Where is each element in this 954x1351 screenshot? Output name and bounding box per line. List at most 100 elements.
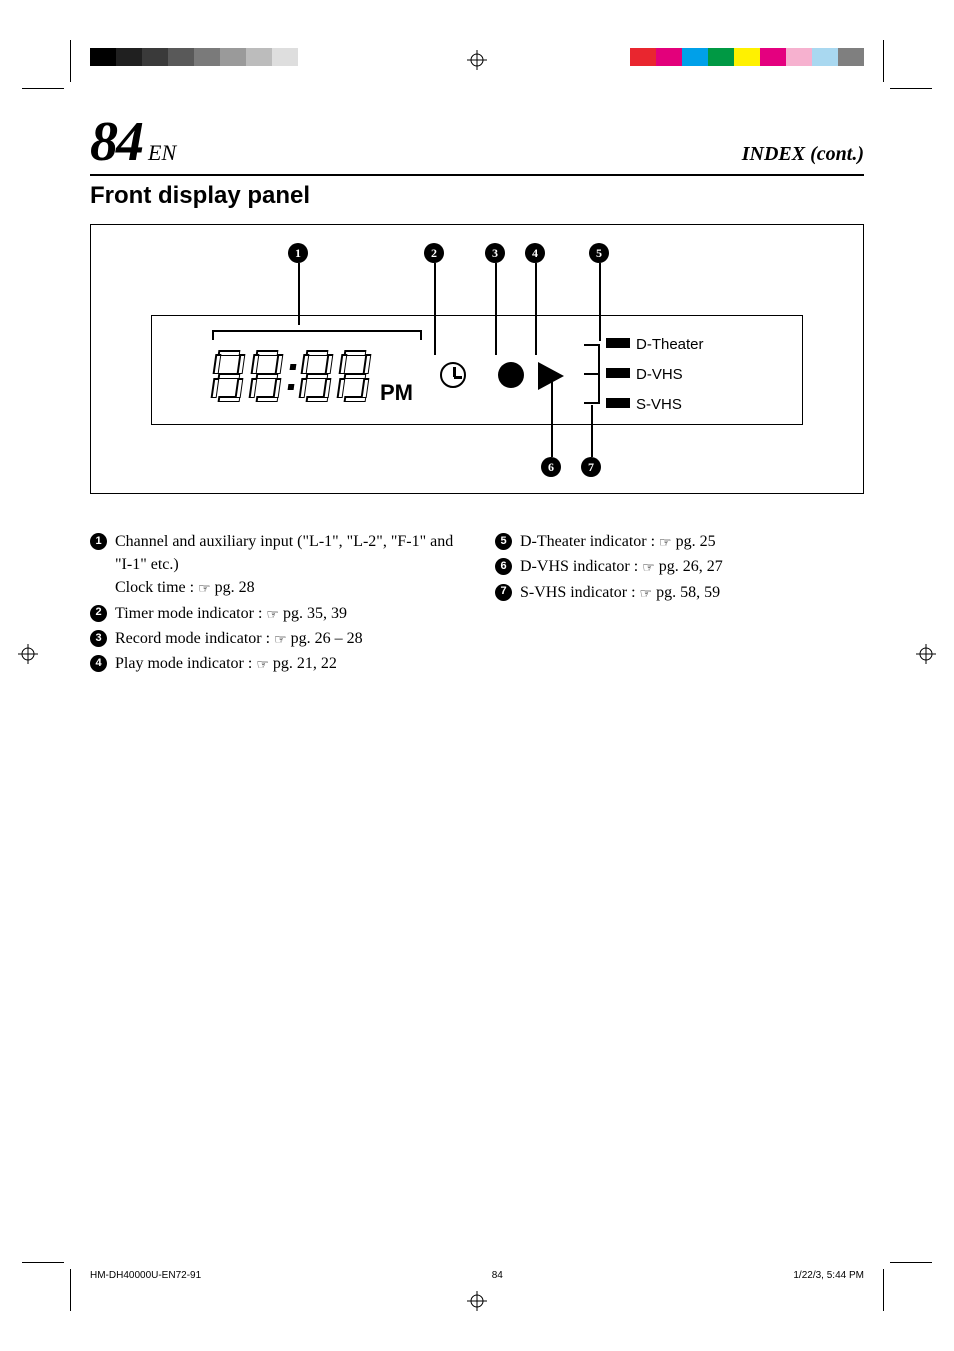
crop-mark	[890, 88, 932, 89]
legend-number: 4	[90, 655, 107, 672]
diagram-frame: PM D-Theater D-VHS S-VHS 1234567	[90, 224, 864, 494]
page-ref-icon: ☞	[256, 656, 265, 676]
page-ref-icon: ☞	[659, 534, 668, 554]
swatch	[760, 48, 786, 66]
timer-icon	[440, 362, 466, 388]
callout-6: 6	[541, 457, 561, 477]
digit-segment	[302, 350, 332, 402]
color-bar	[630, 48, 864, 66]
callout-5: 5	[589, 243, 609, 263]
legend-left-column: 1 Channel and auxiliary input ("L-1", "L-…	[90, 530, 459, 678]
crop-mark	[22, 88, 64, 89]
s-vhs-block	[606, 398, 630, 408]
leader-line	[298, 263, 300, 325]
registration-mark-icon	[18, 644, 38, 664]
swatch	[786, 48, 812, 66]
s-vhs-label: S-VHS	[636, 396, 682, 413]
crop-mark	[883, 40, 884, 82]
legend-item: 7 S-VHS indicator : ☞ pg. 58, 59	[495, 581, 864, 604]
registration-mark-icon	[467, 1291, 487, 1311]
page: 84 EN INDEX (cont.) Front display panel	[0, 0, 954, 1351]
page-ref-icon: ☞	[274, 631, 283, 651]
legend: 1 Channel and auxiliary input ("L-1", "L-…	[90, 530, 864, 678]
callout-2: 2	[424, 243, 444, 263]
swatch	[656, 48, 682, 66]
doc-id: HM-DH40000U-EN72-91	[90, 1270, 201, 1281]
legend-item: 2 Timer mode indicator : ☞ pg. 35, 39	[90, 602, 459, 625]
swatch	[142, 48, 168, 66]
leader-line	[495, 263, 497, 355]
leader-line	[551, 375, 553, 457]
registration-mark-icon	[467, 50, 487, 70]
legend-number: 5	[495, 533, 512, 550]
digit-segment	[214, 350, 244, 402]
footer-timestamp: 1/22/3, 5:44 PM	[793, 1270, 864, 1281]
legend-item: 5 D-Theater indicator : ☞ pg. 25	[495, 530, 864, 553]
swatch	[708, 48, 734, 66]
page-ref-icon: ☞	[640, 585, 649, 605]
crop-mark	[890, 1262, 932, 1263]
leader-line	[599, 263, 601, 341]
legend-number: 2	[90, 605, 107, 622]
page-language: EN	[148, 140, 176, 166]
record-icon	[498, 362, 524, 388]
legend-number: 3	[90, 630, 107, 647]
callout-3: 3	[485, 243, 505, 263]
leader-line	[535, 263, 537, 355]
swatch	[812, 48, 838, 66]
legend-text: Channel and auxiliary input ("L-1", "L-2…	[115, 530, 459, 600]
swatch	[116, 48, 142, 66]
swatch	[194, 48, 220, 66]
legend-item: 4 Play mode indicator : ☞ pg. 21, 22	[90, 652, 459, 675]
crop-mark	[22, 1262, 64, 1263]
swatch	[90, 48, 116, 66]
callout-4: 4	[525, 243, 545, 263]
crop-mark	[883, 1269, 884, 1311]
swatch	[630, 48, 656, 66]
content-area: 84 EN INDEX (cont.) Front display panel	[90, 110, 864, 678]
d-vhs-label: D-VHS	[636, 366, 683, 383]
legend-text: D-VHS indicator : ☞ pg. 26, 27	[520, 555, 723, 578]
swatch	[168, 48, 194, 66]
legend-text: D-Theater indicator : ☞ pg. 25	[520, 530, 716, 553]
legend-text: S-VHS indicator : ☞ pg. 58, 59	[520, 581, 720, 604]
swatch	[272, 48, 298, 66]
indicator-stub	[584, 373, 600, 375]
legend-subtext: Clock time : ☞ pg. 28	[115, 576, 459, 599]
page-ref-icon: ☞	[198, 580, 207, 600]
swatch	[246, 48, 272, 66]
colon-dot	[290, 364, 297, 370]
crop-mark	[70, 1269, 71, 1311]
d-theater-label: D-Theater	[636, 336, 704, 353]
legend-number: 1	[90, 533, 107, 550]
grayscale-bar	[90, 48, 298, 66]
d-theater-block	[606, 338, 630, 348]
callout-1: 1	[288, 243, 308, 263]
legend-text: Record mode indicator : ☞ pg. 26 – 28	[115, 627, 363, 650]
digit-segment	[340, 350, 370, 402]
swatch	[838, 48, 864, 66]
crop-mark	[70, 40, 71, 82]
legend-text: Play mode indicator : ☞ pg. 21, 22	[115, 652, 337, 675]
leader-line	[591, 405, 593, 457]
index-continued-label: INDEX (cont.)	[742, 143, 864, 166]
legend-item: 3 Record mode indicator : ☞ pg. 26 – 28	[90, 627, 459, 650]
legend-right-column: 5 D-Theater indicator : ☞ pg. 25 6 D-VHS in…	[495, 530, 864, 678]
colon-dot	[288, 384, 295, 390]
legend-number: 6	[495, 558, 512, 575]
page-ref-icon: ☞	[642, 559, 651, 579]
swatch	[734, 48, 760, 66]
footer: HM-DH40000U-EN72-91 84 1/22/3, 5:44 PM	[90, 1270, 864, 1281]
section-title: Front display panel	[90, 182, 864, 210]
leader-line	[434, 263, 436, 355]
display-panel-outline: PM D-Theater D-VHS S-VHS	[151, 315, 803, 425]
legend-number: 7	[495, 584, 512, 601]
swatch	[220, 48, 246, 66]
pm-indicator: PM	[380, 380, 413, 406]
digit-bracket	[212, 330, 422, 340]
page-number: 84	[90, 110, 142, 174]
footer-page: 84	[492, 1270, 503, 1281]
page-header: 84 EN INDEX (cont.)	[90, 110, 864, 176]
d-vhs-block	[606, 368, 630, 378]
legend-text: Timer mode indicator : ☞ pg. 35, 39	[115, 602, 347, 625]
